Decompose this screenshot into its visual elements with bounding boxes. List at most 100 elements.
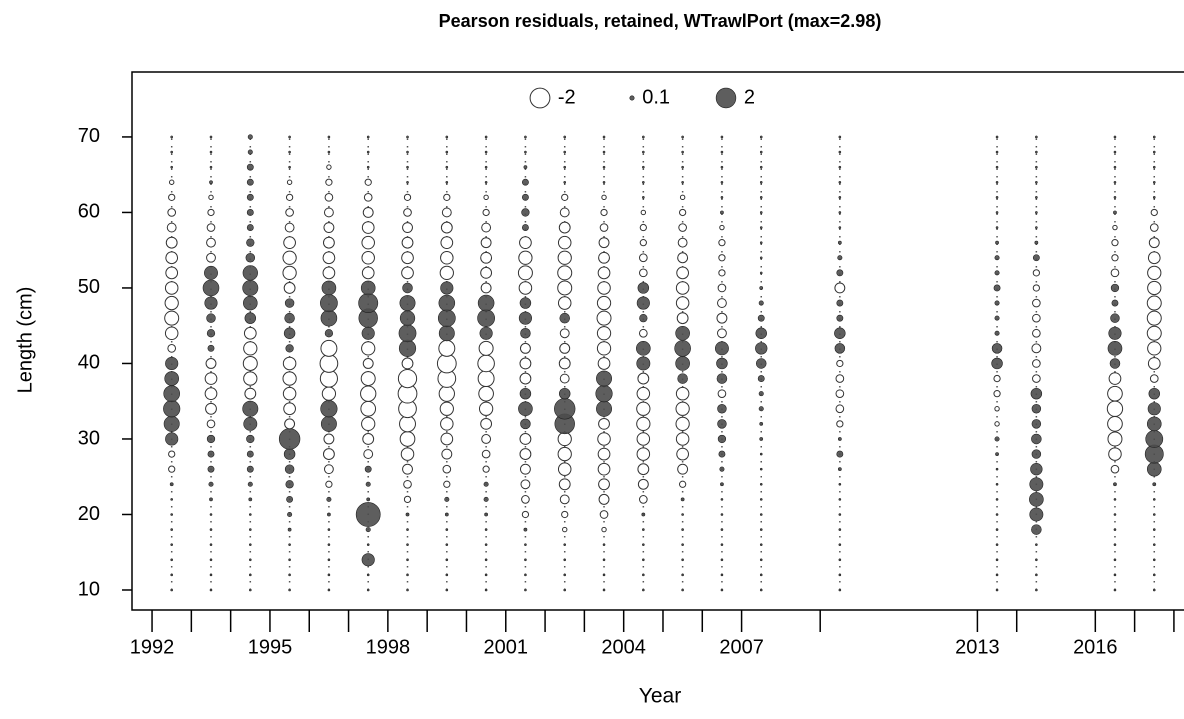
residual-bubble (170, 135, 173, 139)
residual-bubble (278, 428, 301, 450)
residual-bubble (642, 573, 645, 577)
residual-bubble (1147, 280, 1162, 296)
residual-bubble (558, 221, 571, 234)
residual-bubble (837, 467, 842, 472)
residual-bubble (282, 371, 297, 386)
residual-bubble (399, 415, 416, 433)
residual-bubble (524, 150, 527, 154)
x-tick-label: 2004 (601, 636, 646, 658)
residual-bubble (838, 573, 842, 577)
residual-bubble (677, 237, 688, 248)
residual-bubble (755, 327, 767, 339)
residual-bubble (995, 588, 999, 592)
x-tick-label: 2007 (719, 636, 764, 658)
residual-bubble (170, 543, 173, 546)
residual-bubble (401, 357, 414, 370)
residual-bubble (480, 251, 493, 264)
residual-bubble (406, 180, 409, 184)
residual-bubble (1111, 299, 1119, 307)
residual-bubble (406, 135, 409, 139)
residual-bubble (207, 208, 215, 217)
residual-bubble (288, 543, 291, 546)
residual-bubble (484, 180, 488, 184)
residual-bubble (837, 437, 842, 441)
residual-bubble (519, 463, 531, 475)
residual-bubble (759, 180, 763, 184)
residual-bubble (445, 180, 449, 184)
residual-bubble (995, 482, 999, 486)
residual-bubble (249, 558, 252, 562)
residual-bubble (288, 573, 291, 577)
residual-bubble (168, 450, 176, 458)
residual-bubble (681, 150, 684, 154)
residual-bubble (1147, 402, 1161, 416)
residual-bubble (445, 558, 449, 562)
residual-bubble (1113, 135, 1117, 139)
residual-bubble (557, 265, 573, 281)
residual-bubble (403, 193, 412, 201)
residual-bubble (838, 226, 842, 229)
residual-bubble (398, 324, 417, 343)
residual-bubble (1110, 313, 1120, 323)
residual-bubble (758, 391, 764, 397)
residual-bubble (838, 135, 842, 139)
legend-label: 2 (744, 86, 755, 108)
residual-bubble (246, 193, 254, 201)
legend-label: 0.1 (642, 86, 670, 108)
residual-bubble (994, 330, 1000, 336)
residual-bubble (282, 250, 297, 265)
residual-bubble (720, 498, 724, 501)
residual-bubble (597, 432, 611, 446)
residual-bubble (484, 135, 488, 139)
residual-bubble (480, 417, 493, 430)
residual-bubble (168, 193, 176, 201)
residual-bubble (557, 446, 572, 462)
residual-bubble (755, 358, 767, 369)
residual-bubble (202, 279, 220, 297)
residual-bubble (207, 465, 215, 473)
residual-bubble (242, 279, 259, 296)
residual-bubble (518, 311, 532, 325)
residual-bubble (323, 464, 334, 475)
residual-bubble (559, 342, 571, 354)
residual-bubble (206, 434, 216, 444)
residual-bubble (519, 236, 532, 250)
residual-bubble (1149, 374, 1159, 383)
residual-bubble (718, 254, 726, 262)
residual-bubble (283, 402, 296, 416)
residual-bubble (445, 543, 449, 546)
residual-bubble (483, 194, 489, 201)
residual-bubble (599, 510, 609, 519)
residual-bubble (1035, 543, 1038, 546)
residual-bubble (758, 300, 764, 306)
residual-bubble (478, 385, 494, 402)
residual-bubble (1032, 328, 1041, 338)
residual-bubble (402, 222, 413, 233)
residual-bubble (995, 558, 999, 562)
residual-bubble (602, 150, 606, 154)
residual-bubble (518, 281, 533, 295)
residual-bubble (484, 150, 488, 154)
residual-bubble (596, 370, 612, 387)
residual-bubble (1030, 463, 1043, 476)
residual-bubble (1152, 482, 1157, 487)
residual-bubble (718, 239, 726, 247)
residual-bubble (327, 150, 331, 154)
residual-bubble (482, 465, 490, 473)
x-axis-label: Year (639, 685, 681, 708)
residual-bubble (403, 208, 412, 217)
residual-bubble (327, 528, 331, 531)
residual-bubble (204, 387, 218, 401)
residual-bubble (243, 416, 258, 431)
residual-bubble (320, 294, 338, 312)
residual-bubble (481, 449, 491, 459)
residual-bubble (445, 135, 449, 139)
residual-bubble (755, 342, 768, 355)
residual-bubble (681, 513, 684, 516)
residual-bubble (1152, 135, 1156, 139)
residual-bubble (559, 494, 570, 505)
residual-bubble (639, 314, 648, 323)
residual-bubble (170, 558, 173, 562)
residual-bubble (163, 385, 180, 402)
x-tick-label: 1995 (248, 636, 293, 658)
